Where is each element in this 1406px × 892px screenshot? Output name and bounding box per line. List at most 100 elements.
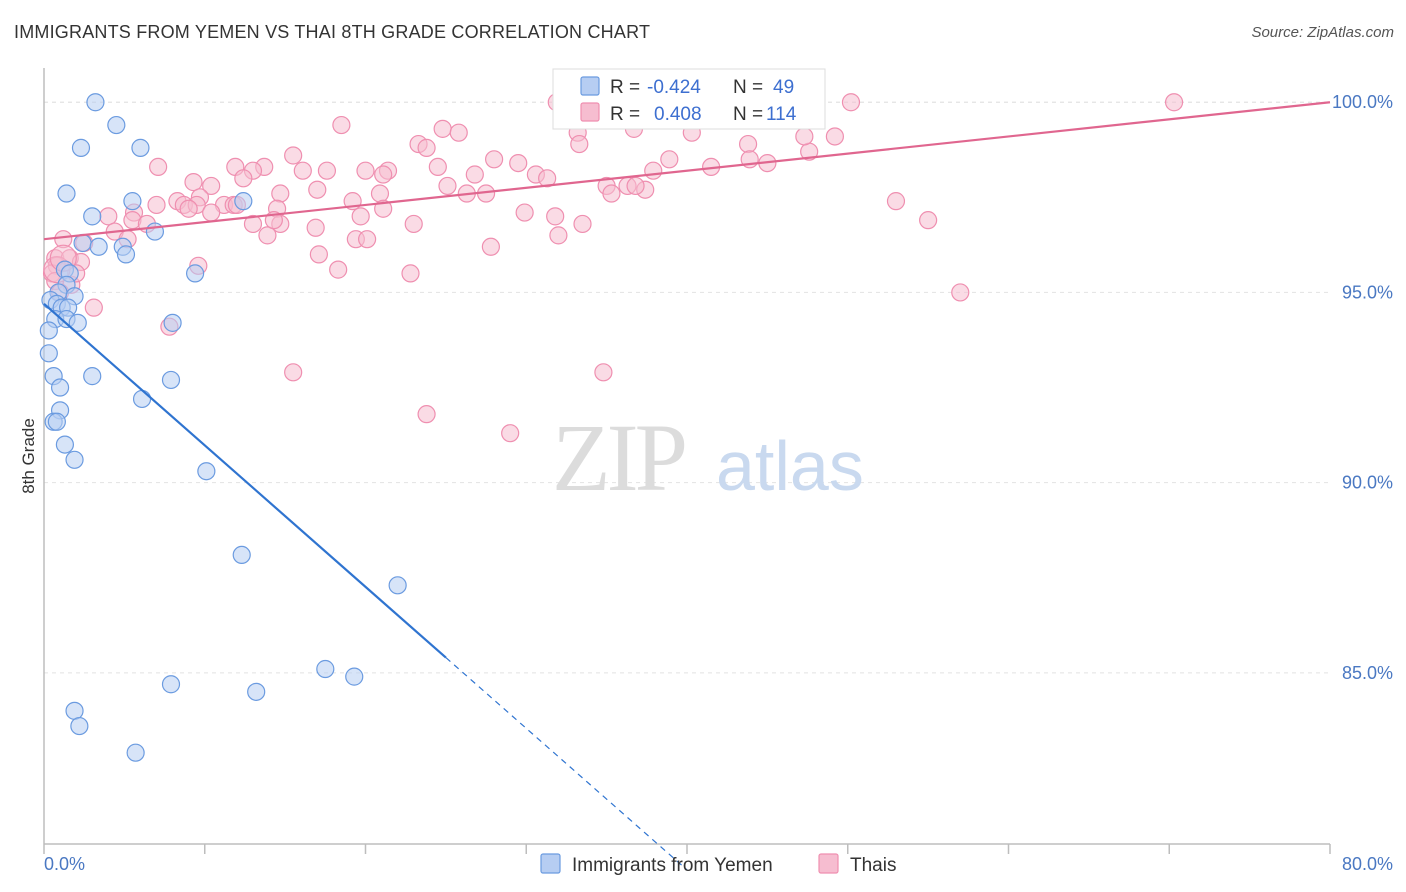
thai-point-67 xyxy=(243,214,263,234)
source-label: Source: ZipAtlas.com xyxy=(1251,24,1394,41)
yemen-point-0 xyxy=(86,93,105,112)
thai-point-100 xyxy=(795,127,814,146)
legend-n-value-yemen: 49 xyxy=(773,77,794,98)
x-tick-label-max: 80.0% xyxy=(1342,854,1393,874)
thai-point-79 xyxy=(309,245,328,264)
yemen-point-25 xyxy=(68,313,87,332)
thai-point-63 xyxy=(351,207,370,226)
thai-point-7 xyxy=(433,119,452,138)
thai-trend-line xyxy=(43,101,1331,241)
y-tick-label-95: 95.0% xyxy=(1342,282,1393,302)
yemen-point-1 xyxy=(107,115,126,135)
yemen-point-46 xyxy=(65,701,84,720)
thai-point-21 xyxy=(149,157,168,177)
thai-point-16 xyxy=(284,146,303,165)
thai-point-18 xyxy=(485,150,504,169)
thai-point-20 xyxy=(428,157,447,177)
thai-point-38 xyxy=(202,176,221,196)
watermark-zip: ZIP xyxy=(552,404,685,511)
thai-point-91 xyxy=(919,211,938,230)
yemen-point-33 xyxy=(132,389,152,409)
thai-point-93 xyxy=(84,298,103,317)
yemen-point-45 xyxy=(247,682,266,701)
thai-point-104 xyxy=(738,134,758,154)
thai-point-24 xyxy=(317,161,337,180)
yemen-point-40 xyxy=(232,545,251,565)
thai-point-69 xyxy=(404,214,423,234)
thai-point-8 xyxy=(449,123,468,142)
thai-point-6 xyxy=(332,115,351,135)
yemen-point-44 xyxy=(161,675,181,694)
thai-point-4 xyxy=(1164,93,1184,112)
thai-point-25 xyxy=(356,161,375,180)
thai-point-74 xyxy=(549,226,568,245)
thai-series xyxy=(42,93,1184,443)
yemen-point-5 xyxy=(123,192,142,211)
yemen-point-7 xyxy=(83,207,102,226)
x-ticks xyxy=(43,844,1331,854)
yemen-point-28 xyxy=(39,344,58,363)
thai-point-86 xyxy=(401,264,420,283)
yemen-point-2 xyxy=(71,138,91,157)
yemen-point-42 xyxy=(316,659,335,679)
watermark: ZIP atlas xyxy=(552,404,864,511)
thai-point-55 xyxy=(179,199,198,218)
thai-point-19 xyxy=(509,153,528,173)
y-tick-label-90: 90.0% xyxy=(1342,473,1393,493)
stats-legend: R = -0.424 N = 49 R = 0.408 N = 114 xyxy=(552,68,826,130)
thai-point-12 xyxy=(570,134,589,154)
yemen-point-27 xyxy=(39,321,58,340)
thai-point-96 xyxy=(594,363,613,382)
yemen-series xyxy=(39,93,407,762)
yemen-point-31 xyxy=(161,370,181,390)
legend-swatch-thai xyxy=(580,102,600,122)
thai-point-76 xyxy=(358,230,377,249)
bottom-legend-label-thai: Thais xyxy=(850,855,896,876)
legend-n-value-thai: 114 xyxy=(766,104,797,125)
yemen-point-38 xyxy=(65,450,84,469)
bottom-legend-label-yemen: Immigrants from Yemen xyxy=(572,855,773,876)
thai-point-34 xyxy=(538,169,557,188)
legend-r-label-thai: R = xyxy=(610,104,640,125)
legend-n-label-thai: N = xyxy=(733,104,763,125)
thai-point-53 xyxy=(147,195,166,215)
thai-point-78 xyxy=(481,237,500,256)
yemen-point-37 xyxy=(55,435,74,454)
thai-point-42 xyxy=(308,180,327,199)
yemen-point-26 xyxy=(163,313,182,332)
yemen-point-10 xyxy=(89,237,108,256)
chart-title: IMMIGRANTS FROM YEMEN VS THAI 8TH GRADE … xyxy=(14,22,651,42)
thai-point-11 xyxy=(825,127,844,146)
thai-point-32 xyxy=(465,165,484,184)
thai-point-30 xyxy=(293,161,312,180)
thai-point-61 xyxy=(515,203,534,222)
thai-point-70 xyxy=(573,214,592,234)
thai-point-3 xyxy=(841,93,861,112)
thai-point-58 xyxy=(886,192,906,211)
thai-point-35 xyxy=(234,169,253,188)
x-tick-label-min: 0.0% xyxy=(44,854,85,874)
thai-point-17 xyxy=(660,150,679,169)
yemen-point-47 xyxy=(70,716,89,736)
thai-point-98 xyxy=(501,424,520,443)
y-tick-labels: 85.0% 90.0% 95.0% 100.0% xyxy=(1332,92,1393,683)
thai-point-60 xyxy=(202,203,221,222)
bottom-legend: Immigrants from Yemen Thais xyxy=(540,853,896,876)
thai-point-64 xyxy=(99,207,118,226)
yemen-point-9 xyxy=(73,233,92,253)
thai-point-107 xyxy=(602,184,621,203)
yemen-point-39 xyxy=(197,462,216,481)
thai-point-97 xyxy=(417,405,436,424)
thai-point-36 xyxy=(184,173,203,192)
yemen-trend-extension xyxy=(445,657,688,871)
thai-point-39 xyxy=(438,176,457,196)
yemen-point-12 xyxy=(116,245,136,264)
yemen-point-6 xyxy=(234,192,253,211)
thai-point-95 xyxy=(284,363,303,382)
yemen-point-4 xyxy=(57,184,76,203)
legend-r-value-thai: 0.408 xyxy=(654,104,702,125)
thai-point-108 xyxy=(626,176,645,196)
legend-n-label-yemen: N = xyxy=(733,77,763,98)
thai-point-27 xyxy=(644,161,663,180)
yemen-point-41 xyxy=(388,576,407,595)
